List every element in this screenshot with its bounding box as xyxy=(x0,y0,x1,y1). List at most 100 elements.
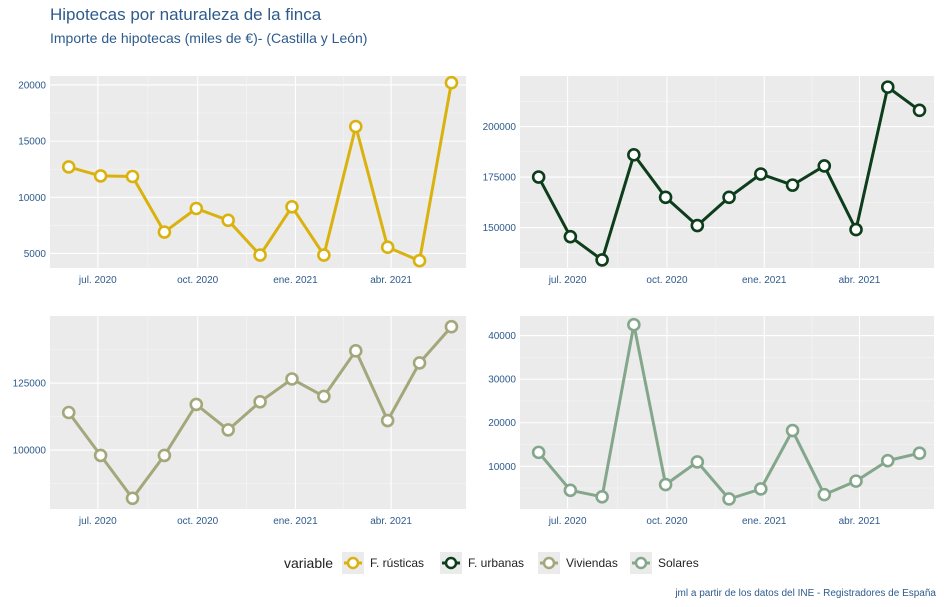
x-tick-label: ene. 2021 xyxy=(273,275,318,286)
y-tick-label: 125000 xyxy=(13,379,47,390)
data-point xyxy=(912,446,927,461)
data-point xyxy=(125,491,140,506)
data-point xyxy=(285,372,299,386)
data-point xyxy=(531,445,546,460)
panel-viviendas: 100000 125000 jul. 2020 oct. 2020 ene. 2021 a… xyxy=(13,316,466,527)
x-tick-label: jul. 2020 xyxy=(548,275,587,286)
data-point xyxy=(253,248,267,262)
data-point xyxy=(189,397,204,412)
data-point xyxy=(595,253,609,267)
panel-solares: 10000 20000 30000 40000 jul. 2020 oct. 2020 en… xyxy=(488,316,934,527)
data-point xyxy=(658,190,673,205)
panel-background xyxy=(520,76,934,268)
data-point xyxy=(690,455,705,469)
panel-background xyxy=(520,316,934,509)
x-tick-label: jul. 2020 xyxy=(548,516,587,527)
data-point xyxy=(849,474,863,488)
chart-subtitle: Importe de hipotecas (miles de €)- (Cast… xyxy=(50,30,368,46)
data-point xyxy=(912,103,927,118)
y-tick-label: 175000 xyxy=(483,173,517,184)
caption: jml a partir de los datos del INE - Regi… xyxy=(675,588,936,599)
x-tick-label: jul. 2020 xyxy=(78,516,117,527)
data-point xyxy=(785,178,800,192)
data-point xyxy=(444,319,459,334)
data-point xyxy=(412,356,427,370)
data-point xyxy=(157,448,172,463)
legend-title: variable xyxy=(284,555,333,571)
legend-key-point xyxy=(542,556,556,570)
legend-item-solares: Solares xyxy=(630,552,699,574)
data-point xyxy=(253,394,267,409)
data-point xyxy=(317,389,331,404)
data-point xyxy=(348,119,363,134)
data-point xyxy=(849,222,863,237)
data-point xyxy=(61,160,76,174)
data-point xyxy=(285,200,299,214)
legend: variable F. rústicas F. urbanas Viviendas S… xyxy=(284,552,699,574)
data-point xyxy=(444,75,459,90)
y-tick-label: 10000 xyxy=(18,193,46,204)
data-point xyxy=(348,344,363,358)
x-tick-label: ene. 2021 xyxy=(742,516,787,527)
y-tick-label: 150000 xyxy=(483,223,517,234)
x-tick-label: oct. 2020 xyxy=(646,275,688,286)
data-point xyxy=(627,148,641,162)
data-point xyxy=(563,483,578,498)
chart-title: Hipotecas por naturaleza de la finca xyxy=(50,5,322,24)
data-point xyxy=(563,229,578,244)
x-tick-label: ene. 2021 xyxy=(273,516,318,527)
panel-background xyxy=(50,76,466,268)
data-point xyxy=(627,317,641,332)
legend-item-f-urbanas: F. urbanas xyxy=(440,552,524,574)
legend-item-f-rusticas: F. rústicas xyxy=(342,552,424,574)
data-point xyxy=(785,423,800,438)
legend-label: Solares xyxy=(658,556,699,570)
data-point xyxy=(754,167,768,181)
x-tick-label: oct. 2020 xyxy=(646,516,688,527)
legend-key-point xyxy=(444,556,458,570)
data-point xyxy=(125,169,140,184)
data-point xyxy=(380,240,395,255)
y-tick-label: 100000 xyxy=(13,446,47,457)
y-tick-label: 200000 xyxy=(483,122,517,133)
panel-background xyxy=(50,316,466,509)
data-point xyxy=(412,253,427,268)
data-point xyxy=(157,225,172,239)
y-tick-label: 40000 xyxy=(488,331,516,342)
x-tick-label: oct. 2020 xyxy=(177,275,219,286)
legend-item-viviendas: Viviendas xyxy=(538,552,618,574)
data-point xyxy=(690,218,705,233)
legend-label: Viviendas xyxy=(566,556,618,570)
x-tick-label: oct. 2020 xyxy=(177,516,219,527)
data-point xyxy=(722,492,736,506)
legend-label: F. rústicas xyxy=(370,556,424,570)
x-tick-label: abr. 2021 xyxy=(370,275,412,286)
data-point xyxy=(317,248,331,262)
data-point xyxy=(754,482,768,496)
data-point xyxy=(595,490,609,504)
legend-key-point xyxy=(346,556,360,570)
data-point xyxy=(221,423,235,437)
legend-key-point xyxy=(634,556,648,570)
data-point xyxy=(93,448,108,463)
data-point xyxy=(658,477,673,492)
y-tick-label: 30000 xyxy=(488,375,516,386)
data-point xyxy=(61,405,76,420)
x-tick-label: abr. 2021 xyxy=(370,516,412,527)
x-tick-label: jul. 2020 xyxy=(78,275,117,286)
y-tick-label: 20000 xyxy=(18,80,46,91)
data-point xyxy=(722,190,736,205)
panel-f-rusticas: 5000 10000 15000 20000 jul. 2020 oct. 2020 ene… xyxy=(18,75,466,286)
x-tick-label: abr. 2021 xyxy=(839,516,881,527)
data-point xyxy=(880,80,895,94)
data-point xyxy=(380,413,395,428)
y-tick-label: 5000 xyxy=(24,249,47,260)
x-tick-label: ene. 2021 xyxy=(742,275,787,286)
y-tick-label: 10000 xyxy=(488,462,516,473)
data-point xyxy=(93,169,108,183)
y-tick-label: 20000 xyxy=(488,418,516,429)
data-point xyxy=(880,453,895,468)
data-point xyxy=(531,170,546,184)
legend-label: F. urbanas xyxy=(468,556,524,570)
